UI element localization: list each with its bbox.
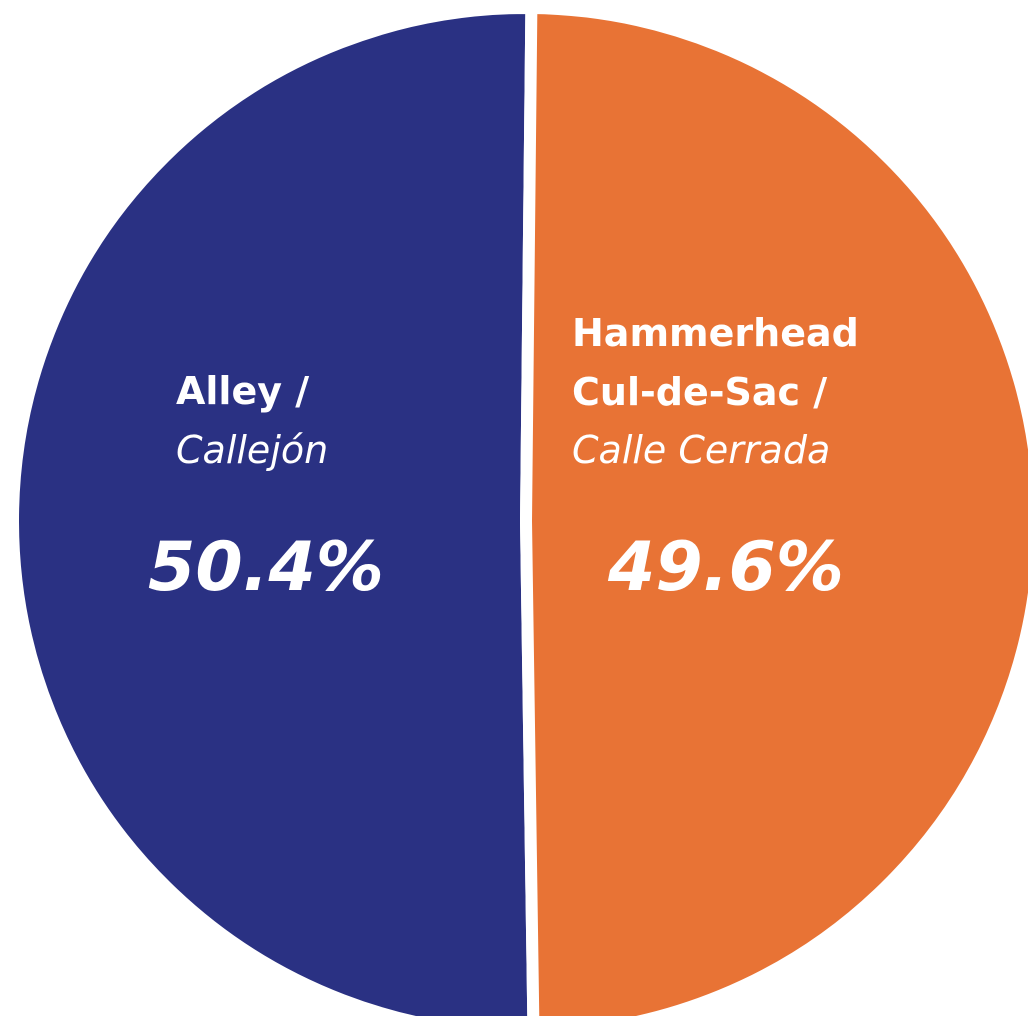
slice-value-alley: 50.4% xyxy=(148,528,384,607)
pie-slices xyxy=(6,1,1028,1016)
pie-slice-alley xyxy=(6,2,540,1016)
pie-labels: Alley / Callejón 50.4% Hammerhead Cul-de… xyxy=(148,311,859,607)
pie-slice-hammerhead xyxy=(519,1,1028,1016)
slice-label-alley-line-1: Alley / xyxy=(176,369,309,413)
slice-label-hammerhead-line-1: Hammerhead xyxy=(572,311,859,355)
slice-label-hammerhead-spanish: Calle Cerrada xyxy=(572,428,830,472)
slice-value-hammerhead: 49.6% xyxy=(607,528,844,607)
slice-label-hammerhead-line-2: Cul-de-Sac / xyxy=(572,370,827,414)
slice-label-alley-spanish: Callejón xyxy=(176,428,328,472)
